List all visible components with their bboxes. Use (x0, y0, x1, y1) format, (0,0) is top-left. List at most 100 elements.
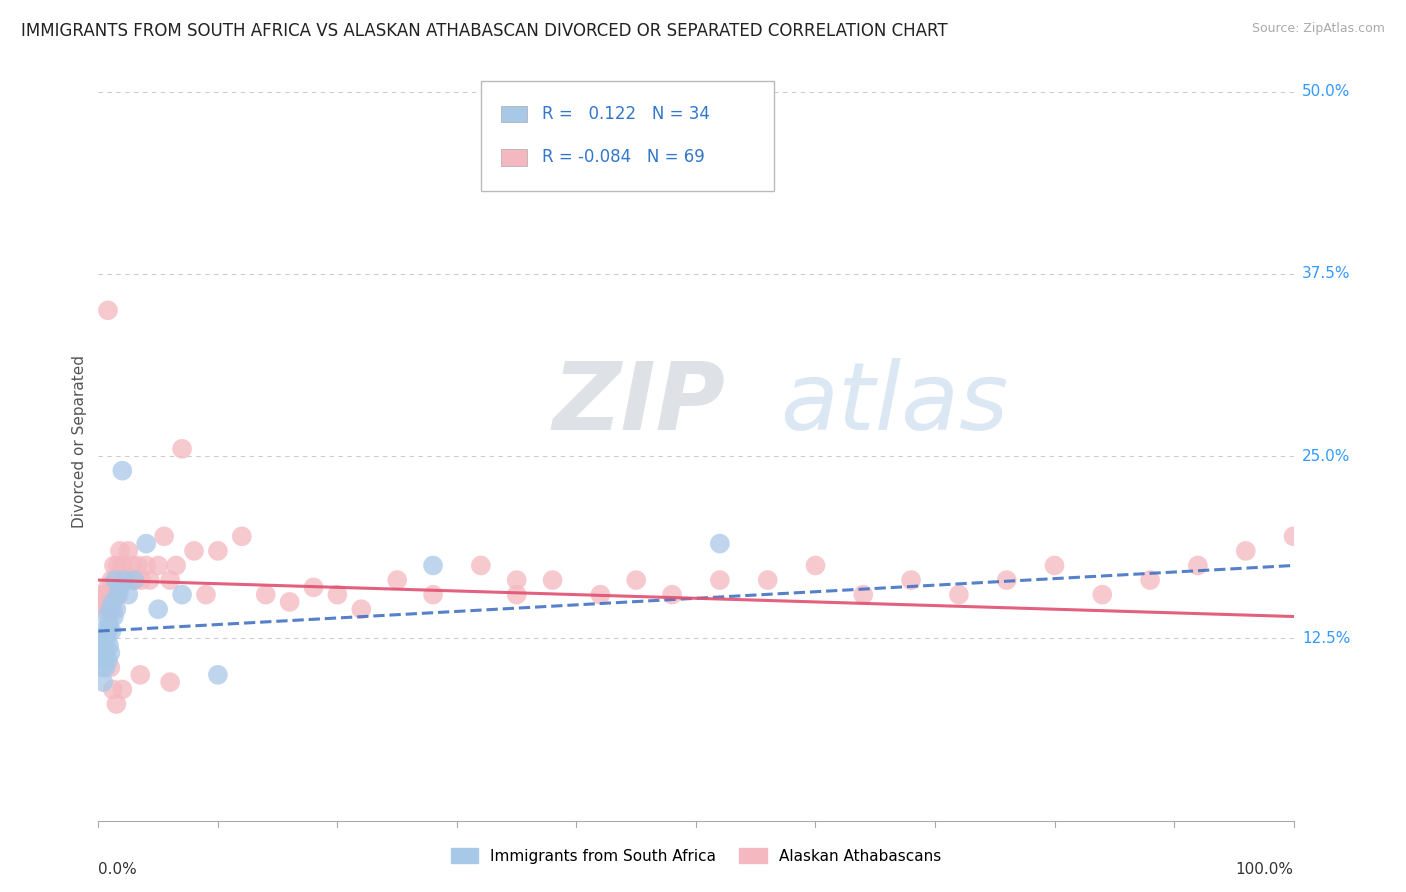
Point (326, 588, 349, 602)
Text: IMMIGRANTS FROM SOUTH AFRICA VS ALASKAN ATHABASCAN DIVORCED OR SEPARATED CORRELA: IMMIGRANTS FROM SOUTH AFRICA VS ALASKAN … (21, 22, 948, 40)
Point (135, 536, 157, 550)
Point (541, 573, 564, 587)
Point (93, 653, 115, 667)
Point (111, 464, 134, 478)
Point (117, 588, 139, 602)
Point (103, 558, 125, 573)
Point (98, 602, 121, 616)
Point (148, 558, 170, 573)
Point (98, 639, 121, 653)
Point (107, 588, 129, 602)
Text: 100.0%: 100.0% (1236, 863, 1294, 878)
Point (129, 668, 152, 682)
Text: Source: ZipAtlas.com: Source: ZipAtlas.com (1251, 22, 1385, 36)
Point (111, 682, 134, 697)
Point (98, 602, 122, 616)
Point (900, 573, 922, 587)
Point (1234, 544, 1257, 558)
Point (124, 573, 146, 587)
Point (165, 558, 187, 573)
Point (91, 595, 114, 609)
Point (91, 588, 114, 602)
Text: 0.0%: 0.0% (98, 863, 138, 878)
Point (104, 573, 127, 587)
Point (195, 588, 218, 602)
Point (114, 573, 136, 587)
Point (114, 573, 136, 587)
Point (91, 675, 114, 690)
Point (94, 588, 117, 602)
Point (422, 558, 444, 573)
Point (97, 653, 120, 667)
Text: R = -0.084   N = 69: R = -0.084 N = 69 (541, 148, 704, 166)
Point (93, 602, 115, 616)
Point (110, 573, 132, 587)
Point (626, 573, 648, 587)
Point (948, 588, 970, 602)
Text: atlas: atlas (779, 358, 1008, 450)
Point (127, 558, 149, 573)
Point (506, 573, 529, 587)
Point (139, 573, 162, 587)
Point (90, 646, 112, 660)
Text: 12.5%: 12.5% (1302, 631, 1350, 646)
Point (1139, 573, 1161, 587)
Point (103, 609, 125, 624)
Point (91, 639, 114, 653)
Point (172, 442, 194, 456)
Point (148, 602, 170, 616)
Point (100, 573, 122, 587)
Point (254, 588, 277, 602)
Text: 50.0%: 50.0% (1302, 84, 1350, 99)
Point (108, 544, 131, 558)
Point (385, 573, 409, 587)
Point (804, 558, 827, 573)
Point (278, 595, 301, 609)
Point (350, 602, 373, 616)
Point (107, 588, 129, 602)
Point (98, 660, 122, 674)
Point (159, 675, 181, 690)
Point (91, 624, 114, 639)
Point (709, 573, 731, 587)
Point (422, 588, 444, 602)
Point (105, 697, 128, 711)
Point (108, 580, 131, 594)
Point (101, 682, 124, 697)
Point (105, 602, 128, 616)
Point (97, 624, 120, 639)
Bar (501, 105, 527, 122)
Text: 37.5%: 37.5% (1302, 267, 1350, 281)
Point (661, 588, 683, 602)
Legend: Immigrants from South Africa, Alaskan Athabascans: Immigrants from South Africa, Alaskan At… (444, 842, 948, 870)
Point (159, 573, 181, 587)
Point (589, 588, 612, 602)
Point (100, 624, 122, 639)
Text: 25.0%: 25.0% (1302, 449, 1350, 464)
Point (97, 303, 120, 318)
Point (852, 588, 875, 602)
Point (97, 580, 120, 594)
Point (107, 558, 129, 573)
Text: R =   0.122   N = 34: R = 0.122 N = 34 (541, 105, 710, 123)
Point (207, 668, 229, 682)
Point (96, 595, 118, 609)
Point (506, 588, 529, 602)
Point (94, 660, 117, 674)
Point (101, 602, 124, 616)
Point (91, 660, 114, 674)
Point (131, 573, 153, 587)
Y-axis label: Divorced or Separated: Divorced or Separated (72, 355, 87, 528)
Point (124, 573, 146, 587)
Point (105, 573, 128, 587)
Point (96, 632, 118, 646)
Point (1043, 558, 1066, 573)
Point (98, 646, 122, 660)
Point (94, 646, 117, 660)
Point (117, 544, 139, 558)
Text: ZIP: ZIP (553, 358, 725, 450)
Point (98, 616, 121, 631)
Point (121, 558, 143, 573)
Point (135, 558, 157, 573)
Point (231, 529, 253, 543)
